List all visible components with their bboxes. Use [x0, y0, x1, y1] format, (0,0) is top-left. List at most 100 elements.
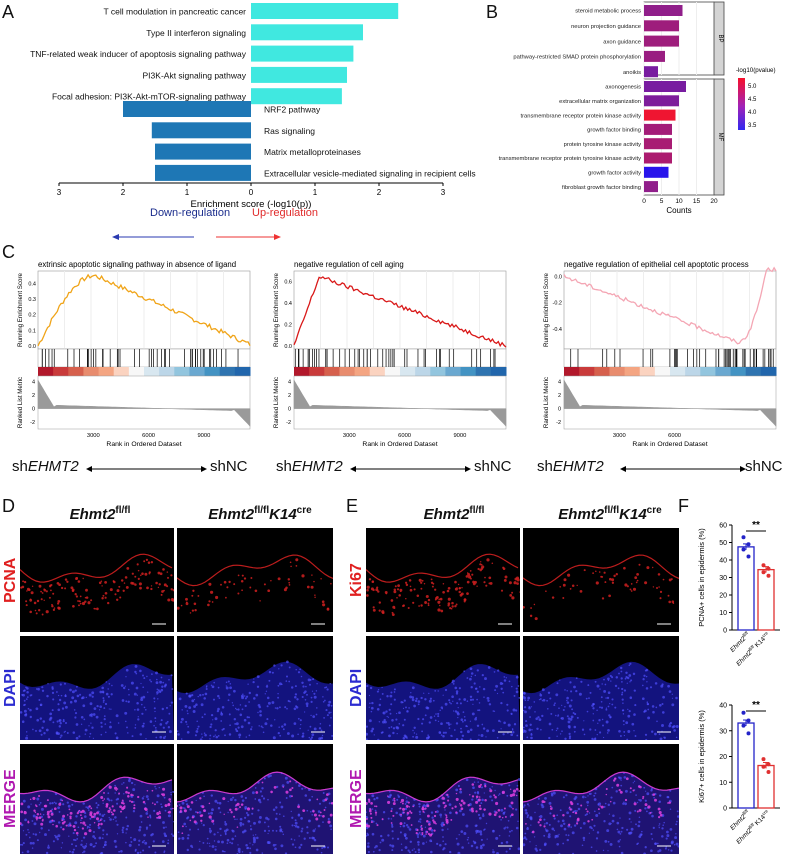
e-nucleus-1-1-127	[569, 681, 572, 684]
e-nucleus-2-0-137	[516, 784, 519, 787]
d-nucleus-2-0-178	[102, 829, 105, 832]
e-nucleus-1-0-76	[498, 719, 501, 723]
e-nucleus-1-1-174	[569, 717, 573, 721]
e-nucleus-2-1-152	[664, 847, 667, 850]
e-nucleus-2-0-59	[371, 832, 375, 836]
d-signal-2-0-118	[106, 803, 108, 806]
e-nucleus-1-1-58	[644, 733, 648, 736]
d-nucleus-2-0-132	[92, 835, 95, 838]
e-nucleus-2-0-247	[408, 851, 411, 854]
d-micrograph-r1-c0	[20, 636, 174, 740]
d-nucleus-2-1-13	[267, 832, 269, 835]
e-nucleus-1-1-99	[592, 713, 594, 715]
e-nucleus-1-1-181	[628, 674, 632, 677]
d-nucleus-1-1-220	[320, 736, 324, 740]
d-nucleus-1-1-161	[202, 693, 204, 696]
e-signal-0-1-39	[600, 575, 603, 578]
e-nucleus-1-0-84	[460, 730, 463, 734]
d-signal-2-0-26	[39, 813, 42, 815]
e-nucleus-2-0-221	[509, 830, 511, 833]
d-nucleus-1-1-209	[295, 668, 297, 671]
d-nucleus-2-1-15	[317, 810, 321, 813]
up-term-4: Focal adhesion: PI3K-Akt-mTOR-signaling …	[52, 92, 247, 102]
down-term-2: Matrix metalloproteinases	[264, 147, 361, 157]
d-nucleus-1-0-233	[74, 712, 78, 715]
d-nucleus-2-1-192	[312, 829, 316, 833]
e-nucleus-1-0-137	[405, 706, 407, 709]
d-nucleus-2-0-214	[132, 800, 135, 803]
e-dapi-fill-2-1	[523, 772, 679, 854]
e-nucleus-1-0-254	[403, 734, 407, 738]
d-nucleus-1-1-37	[262, 726, 264, 729]
d-nucleus-1-1-113	[213, 735, 215, 738]
d-nucleus-1-0-41	[141, 703, 143, 706]
e-nucleus-1-0-67	[417, 717, 420, 721]
d-nucleus-1-0-216	[127, 700, 130, 703]
e-nucleus-1-0-82	[472, 703, 474, 706]
d-nucleus-2-0-247	[114, 784, 116, 787]
d-nucleus-2-1-251	[189, 828, 191, 831]
d-signal-0-1-41	[249, 586, 252, 589]
d-nucleus-1-1-150	[193, 698, 196, 701]
e-nucleus-1-0-69	[506, 703, 509, 706]
e-signal-2-1-31	[599, 805, 601, 807]
d-nucleus-2-0-177	[141, 797, 145, 800]
e-signal-0-1-16	[659, 597, 662, 600]
d-nucleus-2-0-213	[108, 816, 110, 819]
d-nucleus-2-0-191	[97, 826, 101, 830]
e-signal-0-1-32	[634, 576, 638, 580]
rank-colorbar-seg-0-8	[159, 367, 175, 376]
e-signal-0-0-47	[409, 588, 413, 592]
e-nucleus-2-0-37	[506, 826, 509, 829]
e-signal-0-0-118	[385, 592, 388, 595]
d-nucleus-1-0-170	[81, 696, 85, 699]
e-nucleus-1-0-156	[478, 709, 481, 712]
e-nucleus-2-1-228	[673, 843, 676, 846]
d-signal-2-1-37	[285, 790, 289, 794]
e-nucleus-1-1-63	[539, 693, 543, 697]
d-signal-0-0-102	[101, 597, 104, 600]
e-nucleus-1-0-93	[486, 729, 490, 733]
e-nucleus-2-0-213	[400, 843, 403, 845]
d-signal-2-0-122	[69, 815, 72, 818]
e-nucleus-1-1-69	[633, 730, 635, 732]
e-nucleus-1-0-211	[402, 724, 405, 727]
d-signal-2-1-46	[322, 814, 325, 818]
d-nucleus-2-0-225	[148, 845, 151, 849]
e-signal-0-1-47	[576, 584, 578, 587]
e-signal-2-0-9	[475, 810, 478, 813]
e-nucleus-1-1-66	[607, 705, 610, 708]
d-signal-2-1-39	[270, 790, 273, 794]
d-nucleus-1-1-6	[278, 726, 280, 728]
e-nucleus-2-1-17	[582, 822, 586, 825]
bp-bar-0	[644, 5, 683, 16]
d-nucleus-2-0-100	[94, 837, 97, 840]
e-nucleus-2-0-80	[515, 826, 519, 830]
d-nucleus-1-0-66	[46, 694, 49, 698]
e-nucleus-1-0-60	[402, 736, 406, 740]
row-label-ki67: Ki67	[348, 563, 365, 597]
e-nucleus-2-1-204	[644, 807, 647, 810]
e-signal-2-0-30	[471, 795, 475, 798]
e-nucleus-1-1-110	[586, 710, 589, 713]
d-signal-0-0-42	[167, 598, 171, 602]
mf-term-3: growth factor binding	[587, 128, 641, 134]
e-signal-0-0-129	[437, 608, 441, 612]
f-bot-ytick-label-2: 20	[719, 754, 727, 761]
e-nucleus-2-0-104	[422, 842, 425, 845]
d-nucleus-2-0-216	[103, 844, 106, 847]
d-nucleus-2-0-219	[57, 806, 60, 810]
d-nucleus-1-0-53	[59, 722, 62, 725]
x-tick-label-3: 0	[249, 188, 254, 197]
e-signal-2-0-107	[444, 804, 447, 808]
d-nucleus-2-1-5	[186, 837, 190, 840]
d-signal-2-0-126	[147, 816, 149, 818]
d-nucleus-2-0-184	[36, 797, 40, 801]
d-nucleus-2-0-115	[92, 845, 95, 848]
e-nucleus-1-0-210	[395, 726, 399, 729]
e-signal-0-0-52	[421, 579, 424, 582]
e-nucleus-1-1-175	[622, 709, 625, 712]
e-signal-0-0-8	[455, 603, 458, 606]
e-signal-2-0-64	[509, 788, 512, 791]
d-signal-2-1-9	[297, 805, 300, 809]
